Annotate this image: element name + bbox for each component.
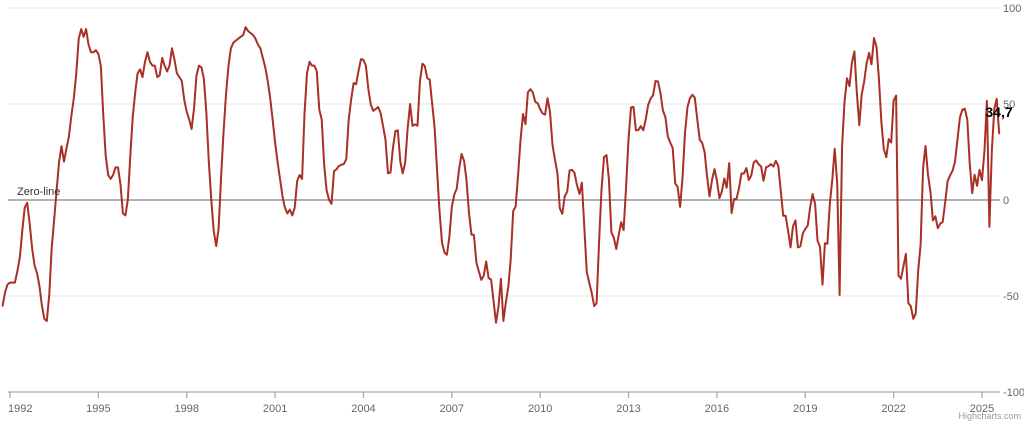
x-axis-label: 2007: [440, 403, 464, 415]
x-axis-label: 2025: [970, 403, 994, 415]
y-axis-label: -50: [1003, 291, 1019, 303]
y-axis-label: 100: [1003, 3, 1021, 15]
y-axis-label: -100: [1003, 387, 1024, 399]
x-axis-label: 2010: [528, 403, 552, 415]
series-line: [1, 26, 1001, 324]
y-axis-label: 0: [1003, 195, 1009, 207]
x-axis-label: 2016: [705, 403, 729, 415]
zero-plotline-label: Zero-line: [17, 186, 61, 198]
highcharts-credit-link[interactable]: Highcharts.com: [958, 411, 1021, 421]
x-axis-label: 2004: [351, 403, 375, 415]
x-axis-label: 2013: [616, 403, 640, 415]
x-axis-label: 1992: [8, 403, 32, 415]
x-axis-label: 2022: [881, 403, 905, 415]
x-axis-label: 1995: [86, 403, 110, 415]
x-axis-label: 1998: [174, 403, 198, 415]
last-value-label: 34,7: [985, 104, 1013, 120]
x-axis-label: 2019: [793, 403, 817, 415]
x-axis-label: 2001: [263, 403, 287, 415]
y-axis-label: 50: [1003, 99, 1015, 111]
